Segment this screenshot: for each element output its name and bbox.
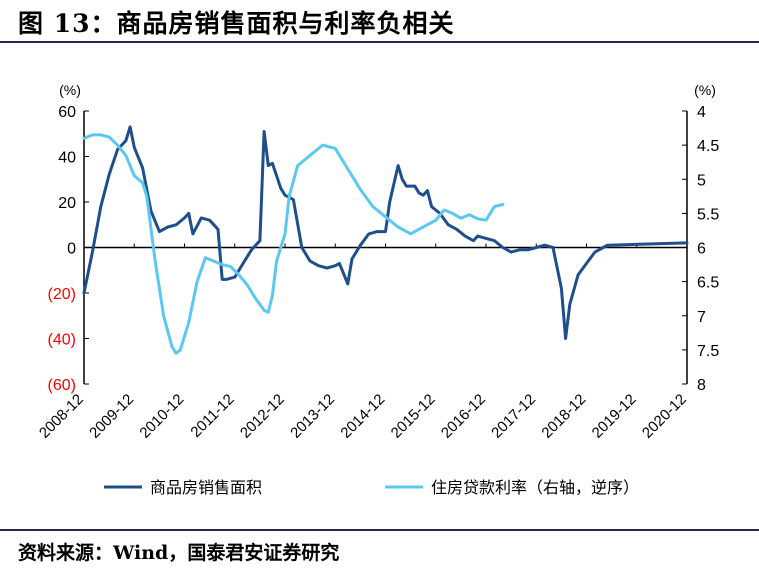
left-tick-label: 0 bbox=[67, 241, 76, 258]
left-tick-label: 60 bbox=[58, 104, 76, 121]
right-tick-label: 6 bbox=[697, 241, 706, 258]
x-tick-label: 2014-12 bbox=[337, 391, 388, 442]
top-rule bbox=[0, 41, 759, 43]
left-tick-label: (60) bbox=[48, 377, 76, 394]
tick-labels: 60 40 20 0 (20) (40) (60) (%) 4 4.5 5 5.5 6 6.5 7 7.5 8 (… bbox=[36, 82, 719, 442]
right-axis-unit: (%) bbox=[694, 82, 716, 98]
left-tick-label: 20 bbox=[58, 195, 76, 212]
right-tick-label: 4.5 bbox=[697, 138, 719, 155]
x-tick-label: 2009-12 bbox=[86, 391, 137, 442]
x-tick-label: 2016-12 bbox=[438, 391, 489, 442]
source-note: 资料来源：Wind，国泰君安证券研究 bbox=[18, 542, 340, 564]
page-title: 图 13：商品房销售面积与利率负相关 bbox=[18, 9, 455, 38]
left-tick-label: 40 bbox=[58, 150, 76, 167]
left-tick-label: (40) bbox=[48, 332, 76, 349]
x-tick-label: 2018-12 bbox=[538, 391, 589, 442]
x-tick-label: 2010-12 bbox=[136, 391, 187, 442]
x-tick-label: 2013-12 bbox=[287, 391, 338, 442]
right-tick-label: 7.5 bbox=[697, 343, 719, 360]
x-tick-label: 2020-12 bbox=[639, 391, 690, 442]
right-tick-label: 8 bbox=[697, 377, 706, 394]
left-axis-unit: (%) bbox=[59, 82, 81, 98]
right-tick-label: 6.5 bbox=[697, 275, 719, 292]
legend-label-1: 商品房销售面积 bbox=[150, 479, 262, 497]
left-tick-label: (20) bbox=[48, 286, 76, 303]
x-tick-label: 2017-12 bbox=[488, 391, 539, 442]
legend-label-2: 住房贷款利率（右轴，逆序） bbox=[431, 479, 639, 497]
x-tick-label: 2015-12 bbox=[388, 391, 439, 442]
x-tick-label: 2012-12 bbox=[237, 391, 288, 442]
right-tick-label: 4 bbox=[697, 104, 706, 121]
series-line-1 bbox=[82, 125, 689, 340]
legend: 商品房销售面积 住房贷款利率（右轴，逆序） bbox=[104, 479, 639, 497]
x-tick-label: 2011-12 bbox=[187, 391, 237, 441]
series-lines bbox=[82, 125, 689, 355]
right-tick-label: 7 bbox=[697, 309, 706, 326]
x-tick-label: 2008-12 bbox=[36, 391, 87, 442]
bottom-rule bbox=[0, 529, 759, 531]
axes bbox=[83, 110, 688, 385]
right-tick-label: 5 bbox=[697, 172, 706, 189]
series-line-2 bbox=[82, 133, 505, 355]
right-tick-label: 5.5 bbox=[697, 206, 719, 223]
x-tick-label: 2019-12 bbox=[589, 391, 640, 442]
